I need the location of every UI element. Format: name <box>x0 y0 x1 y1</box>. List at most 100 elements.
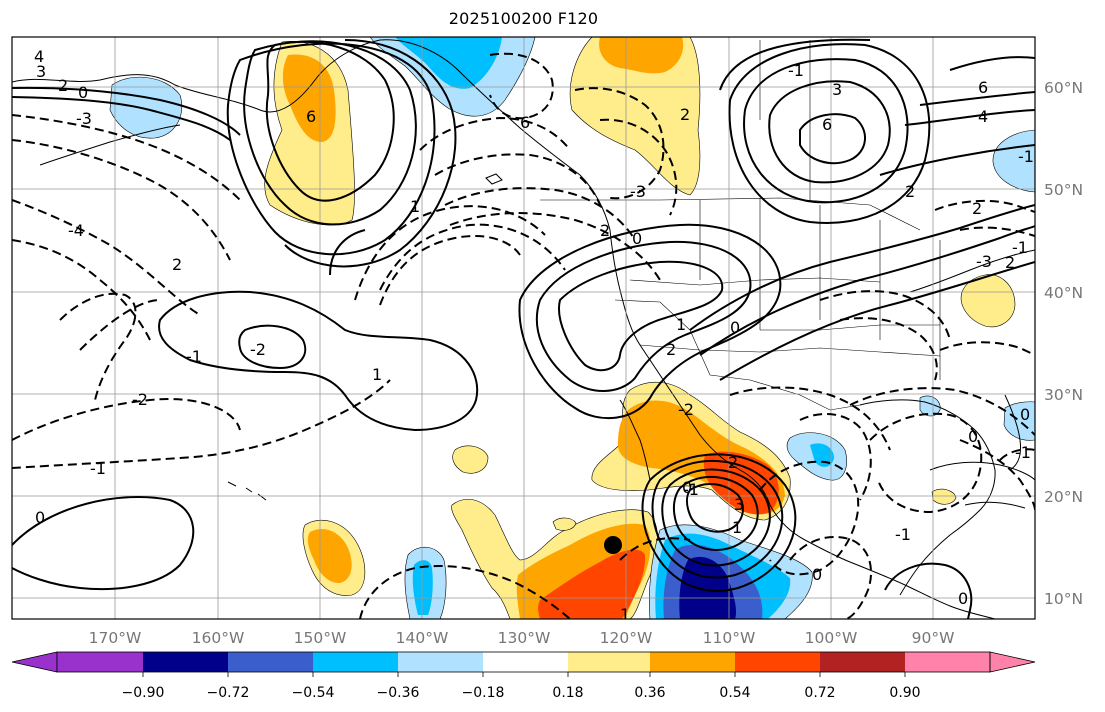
contour-label: 2 <box>728 453 738 472</box>
lat-label: 30°N <box>1044 386 1083 404</box>
map-frame <box>11 36 1036 620</box>
contour-label: 4 <box>978 107 988 126</box>
contour-label: -1 <box>895 525 911 544</box>
colorbar-tick-label: −0.72 <box>207 685 250 701</box>
lon-label: 150°W <box>294 629 347 647</box>
contour-label: 1 <box>620 605 630 624</box>
positive-anomaly-region <box>569 37 701 196</box>
contour-label: -1 <box>186 347 202 366</box>
positive-anomaly-region <box>931 488 957 505</box>
colorbar-bin <box>735 652 820 672</box>
contour-layer-negative <box>12 52 1035 619</box>
contour-label: 6 <box>822 115 832 134</box>
lat-label: 60°N <box>1044 79 1083 97</box>
contour-label: 4 <box>34 47 44 66</box>
negative-anomaly-region <box>109 76 182 139</box>
contour-label: 1 <box>410 197 420 216</box>
contour-label: 6 <box>978 78 988 97</box>
contour-label: -3 <box>76 109 92 128</box>
contour-label: 6 <box>306 107 316 126</box>
map-title: 2025100200 F120 <box>448 9 599 28</box>
colorbar-outline <box>56 651 991 673</box>
colorbar-tick-label: 0.54 <box>719 685 750 701</box>
positive-anomaly-region <box>282 54 336 142</box>
coastline-layer <box>12 39 1035 619</box>
contour-label: 1 <box>372 365 382 384</box>
contour-label: 0 <box>78 83 88 102</box>
colorbar-tick-label: −0.90 <box>122 685 165 701</box>
contour-label: 0 <box>730 318 740 337</box>
contour-label: 2 <box>680 105 690 124</box>
positive-anomaly-region <box>703 451 779 515</box>
contour-label: 1 <box>676 315 686 334</box>
positive-anomaly-region <box>452 445 489 474</box>
colorbar-bin <box>313 652 398 672</box>
positive-anomaly-region <box>552 517 577 531</box>
lat-label: 10°N <box>1044 590 1083 608</box>
positive-anomaly-region <box>538 549 646 619</box>
contour-label: -1 <box>1012 238 1028 257</box>
lat-label: 50°N <box>1044 181 1083 199</box>
contour-label: -1 <box>788 61 804 80</box>
negative-anomaly-region <box>412 560 433 615</box>
contour-label: 2 <box>600 221 610 240</box>
contour-label: 2 <box>172 255 182 274</box>
colorbar-tick-label: −0.54 <box>292 685 335 701</box>
border-layer <box>540 40 941 411</box>
contour-layer <box>12 38 1035 619</box>
contour-label: 2 <box>666 340 676 359</box>
colorbar-tick-label: 0.18 <box>552 685 583 701</box>
lon-label: 120°W <box>600 629 653 647</box>
colorbar-bin <box>143 652 228 672</box>
colorbar-bin <box>568 652 650 672</box>
lon-label: 140°W <box>396 629 449 647</box>
colorbar-bin <box>483 652 568 672</box>
contour-label: -3 <box>630 182 646 201</box>
contour-label: 0 <box>812 565 822 584</box>
contour-label: 3 <box>832 80 842 99</box>
lon-label: 110°W <box>703 629 756 647</box>
positive-anomaly-region <box>599 37 684 74</box>
colorbar-bin <box>228 652 313 672</box>
colorbar-tick-label: −0.18 <box>462 685 505 701</box>
lon-label: 160°W <box>192 629 245 647</box>
contour-label: 2 <box>905 182 915 201</box>
colorbar-bin <box>905 652 990 672</box>
contour-label: -1 <box>1015 443 1031 462</box>
lat-label: 20°N <box>1044 488 1083 506</box>
colorbar-bin <box>398 652 483 672</box>
contour-labels: 4 3 2 0 -3 -4 2 6 -1 -2 6 -3 1 1 2 -2 2 … <box>34 47 1034 624</box>
contour-label: 2 <box>972 199 982 218</box>
contour-label: -1 <box>90 459 106 478</box>
colorbar-bin <box>650 652 735 672</box>
colorbar-bin <box>57 652 143 672</box>
colorbar-bin <box>820 652 905 672</box>
contour-label: 1 <box>732 518 742 537</box>
contour-label: 0 <box>958 589 968 608</box>
contour-label: -2 <box>678 400 694 419</box>
contour-label: -4 <box>68 221 84 240</box>
colorbar-extend-max <box>989 651 1036 673</box>
contour-label: -2 <box>132 390 148 409</box>
contour-label: 3 <box>36 62 46 81</box>
contour-label: 0 <box>1020 405 1030 424</box>
colorbar-tick-label: −0.36 <box>377 685 420 701</box>
contour-label: 6 <box>520 113 530 132</box>
lat-label: 40°N <box>1044 284 1083 302</box>
colorbar: −0.90 −0.72 −0.54 −0.36 −0.18 0.18 0.36 … <box>11 651 1036 701</box>
storm-center-icon <box>604 536 622 554</box>
contour-label: 2 <box>1005 253 1015 272</box>
contour-label: 0 <box>968 427 978 446</box>
contour-label: 3 <box>734 495 744 514</box>
positive-anomaly-region <box>307 528 352 584</box>
lon-label: 90°W <box>912 629 955 647</box>
lon-label: 170°W <box>89 629 142 647</box>
contour-label: 0 <box>682 478 692 497</box>
colorbar-tick-label: 0.90 <box>889 685 920 701</box>
colorbar-extend-min <box>11 651 58 673</box>
colorbar-tick-label: 0.36 <box>634 685 665 701</box>
contour-label: -2 <box>250 340 266 359</box>
longitude-axis: 170°W 160°W 150°W 140°W 130°W 120°W 110°… <box>89 629 955 647</box>
positive-anomaly-region <box>960 274 1016 328</box>
latitude-axis: 60°N 50°N 40°N 30°N 20°N 10°N <box>1044 79 1083 608</box>
